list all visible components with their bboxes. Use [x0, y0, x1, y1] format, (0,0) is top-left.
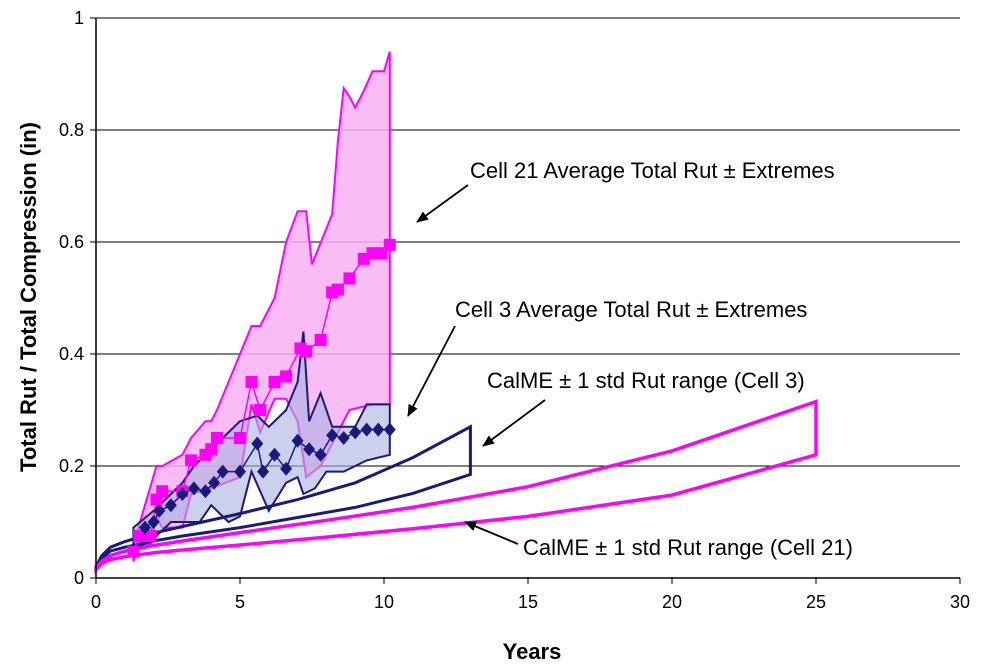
- cell3-point: [268, 447, 281, 462]
- cell3-point: [164, 498, 177, 513]
- cell21-point: [234, 432, 246, 444]
- cell3-point: [337, 431, 350, 445]
- cell21-point: [254, 404, 267, 416]
- cell21-point: [300, 345, 313, 358]
- x-tick-label: 10: [374, 592, 394, 612]
- y-tick-label: 0.8: [59, 120, 84, 140]
- x-tick-label: 0: [91, 592, 101, 612]
- cell3-point: [360, 422, 373, 437]
- x-tick-label: 20: [662, 592, 682, 612]
- cell21-point: [280, 370, 293, 383]
- cell21-point: [127, 545, 140, 558]
- annotation-cell21: Cell 21 Average Total Rut ± Extremes: [470, 158, 835, 183]
- cell21-point: [156, 485, 169, 498]
- x-tick-label: 30: [950, 592, 970, 612]
- x-tick-label: 25: [806, 592, 826, 612]
- y-tick-label: 1: [74, 8, 84, 28]
- cell3-point: [383, 422, 396, 437]
- cell21-point: [185, 454, 198, 467]
- arrow-calme-cell3: [482, 399, 546, 447]
- cell3-extremes-band: [132, 331, 391, 552]
- annotation-calme-cell3: CalME ± 1 std Rut range (Cell 3): [487, 368, 805, 393]
- cell3-point: [234, 464, 246, 479]
- arrow-cell3: [407, 325, 456, 417]
- annotation-calme-cell21: CalME ± 1 std Rut range (Cell 21): [523, 535, 853, 560]
- cell21-point: [268, 376, 281, 388]
- cell3-point: [216, 464, 229, 479]
- cell3-point: [326, 428, 339, 443]
- cell3-point: [257, 464, 270, 479]
- cell3-point: [208, 475, 221, 490]
- cell3-point: [251, 436, 264, 451]
- ticks: 00.20.40.60.810 5 10 15 20 25 30: [59, 8, 970, 612]
- series-layer: [94, 51, 818, 575]
- x-tick-label: 5: [235, 592, 245, 612]
- cell3-point: [153, 503, 166, 518]
- calme-cell21-range: [94, 399, 818, 575]
- cell3-point: [349, 425, 362, 440]
- cell21-point: [245, 376, 258, 388]
- x-tick-label: 15: [518, 592, 538, 612]
- arrow-cell21: [416, 184, 469, 223]
- cell3-point: [372, 422, 385, 437]
- cell3-point: [314, 447, 327, 462]
- y-tick-label: 0.2: [59, 456, 84, 476]
- arrow-calme-cell21: [464, 521, 519, 545]
- cell21-point: [383, 238, 396, 251]
- cell21-point: [314, 334, 327, 346]
- cell3-point: [138, 520, 151, 535]
- cell3-point: [187, 481, 200, 496]
- cell21-point: [331, 283, 344, 296]
- cell3-point: [291, 433, 304, 448]
- cell3-point: [176, 487, 189, 501]
- x-axis-title: Years: [503, 639, 562, 664]
- y-tick-label: 0.4: [59, 344, 84, 364]
- cell21-point: [205, 443, 218, 456]
- annotation-cell3: Cell 3 Average Total Rut ± Extremes: [455, 297, 807, 322]
- y-tick-label: 0: [74, 568, 84, 588]
- cell21-point: [144, 530, 157, 542]
- cell21-point: [357, 252, 370, 265]
- cell3-point: [280, 461, 293, 476]
- y-axis-title: Total Rut / Total Compression (in): [16, 122, 41, 472]
- cell3-point: [303, 442, 316, 457]
- cell3-point: [147, 515, 160, 529]
- y-tick-label: 0.6: [59, 232, 84, 252]
- cell21-point: [210, 432, 223, 444]
- cell21-point: [343, 272, 356, 285]
- cell3-point: [199, 484, 212, 499]
